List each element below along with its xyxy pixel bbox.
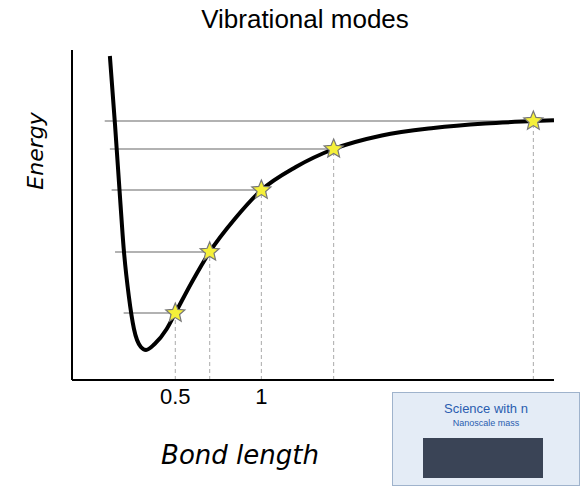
html-text:Energy: Energy <box>22 112 48 190</box>
svg-text:1: 1 <box>255 384 267 409</box>
html-text:Nanoscale mass: Nanoscale mass <box>452 418 520 428</box>
html-text:Vibrational modes: Vibrational modes <box>201 4 409 34</box>
html-text:Bond length: Bond length <box>161 440 319 470</box>
svg-text:0.5: 0.5 <box>160 384 191 409</box>
html-text:Science with n: Science with n <box>444 401 528 416</box>
